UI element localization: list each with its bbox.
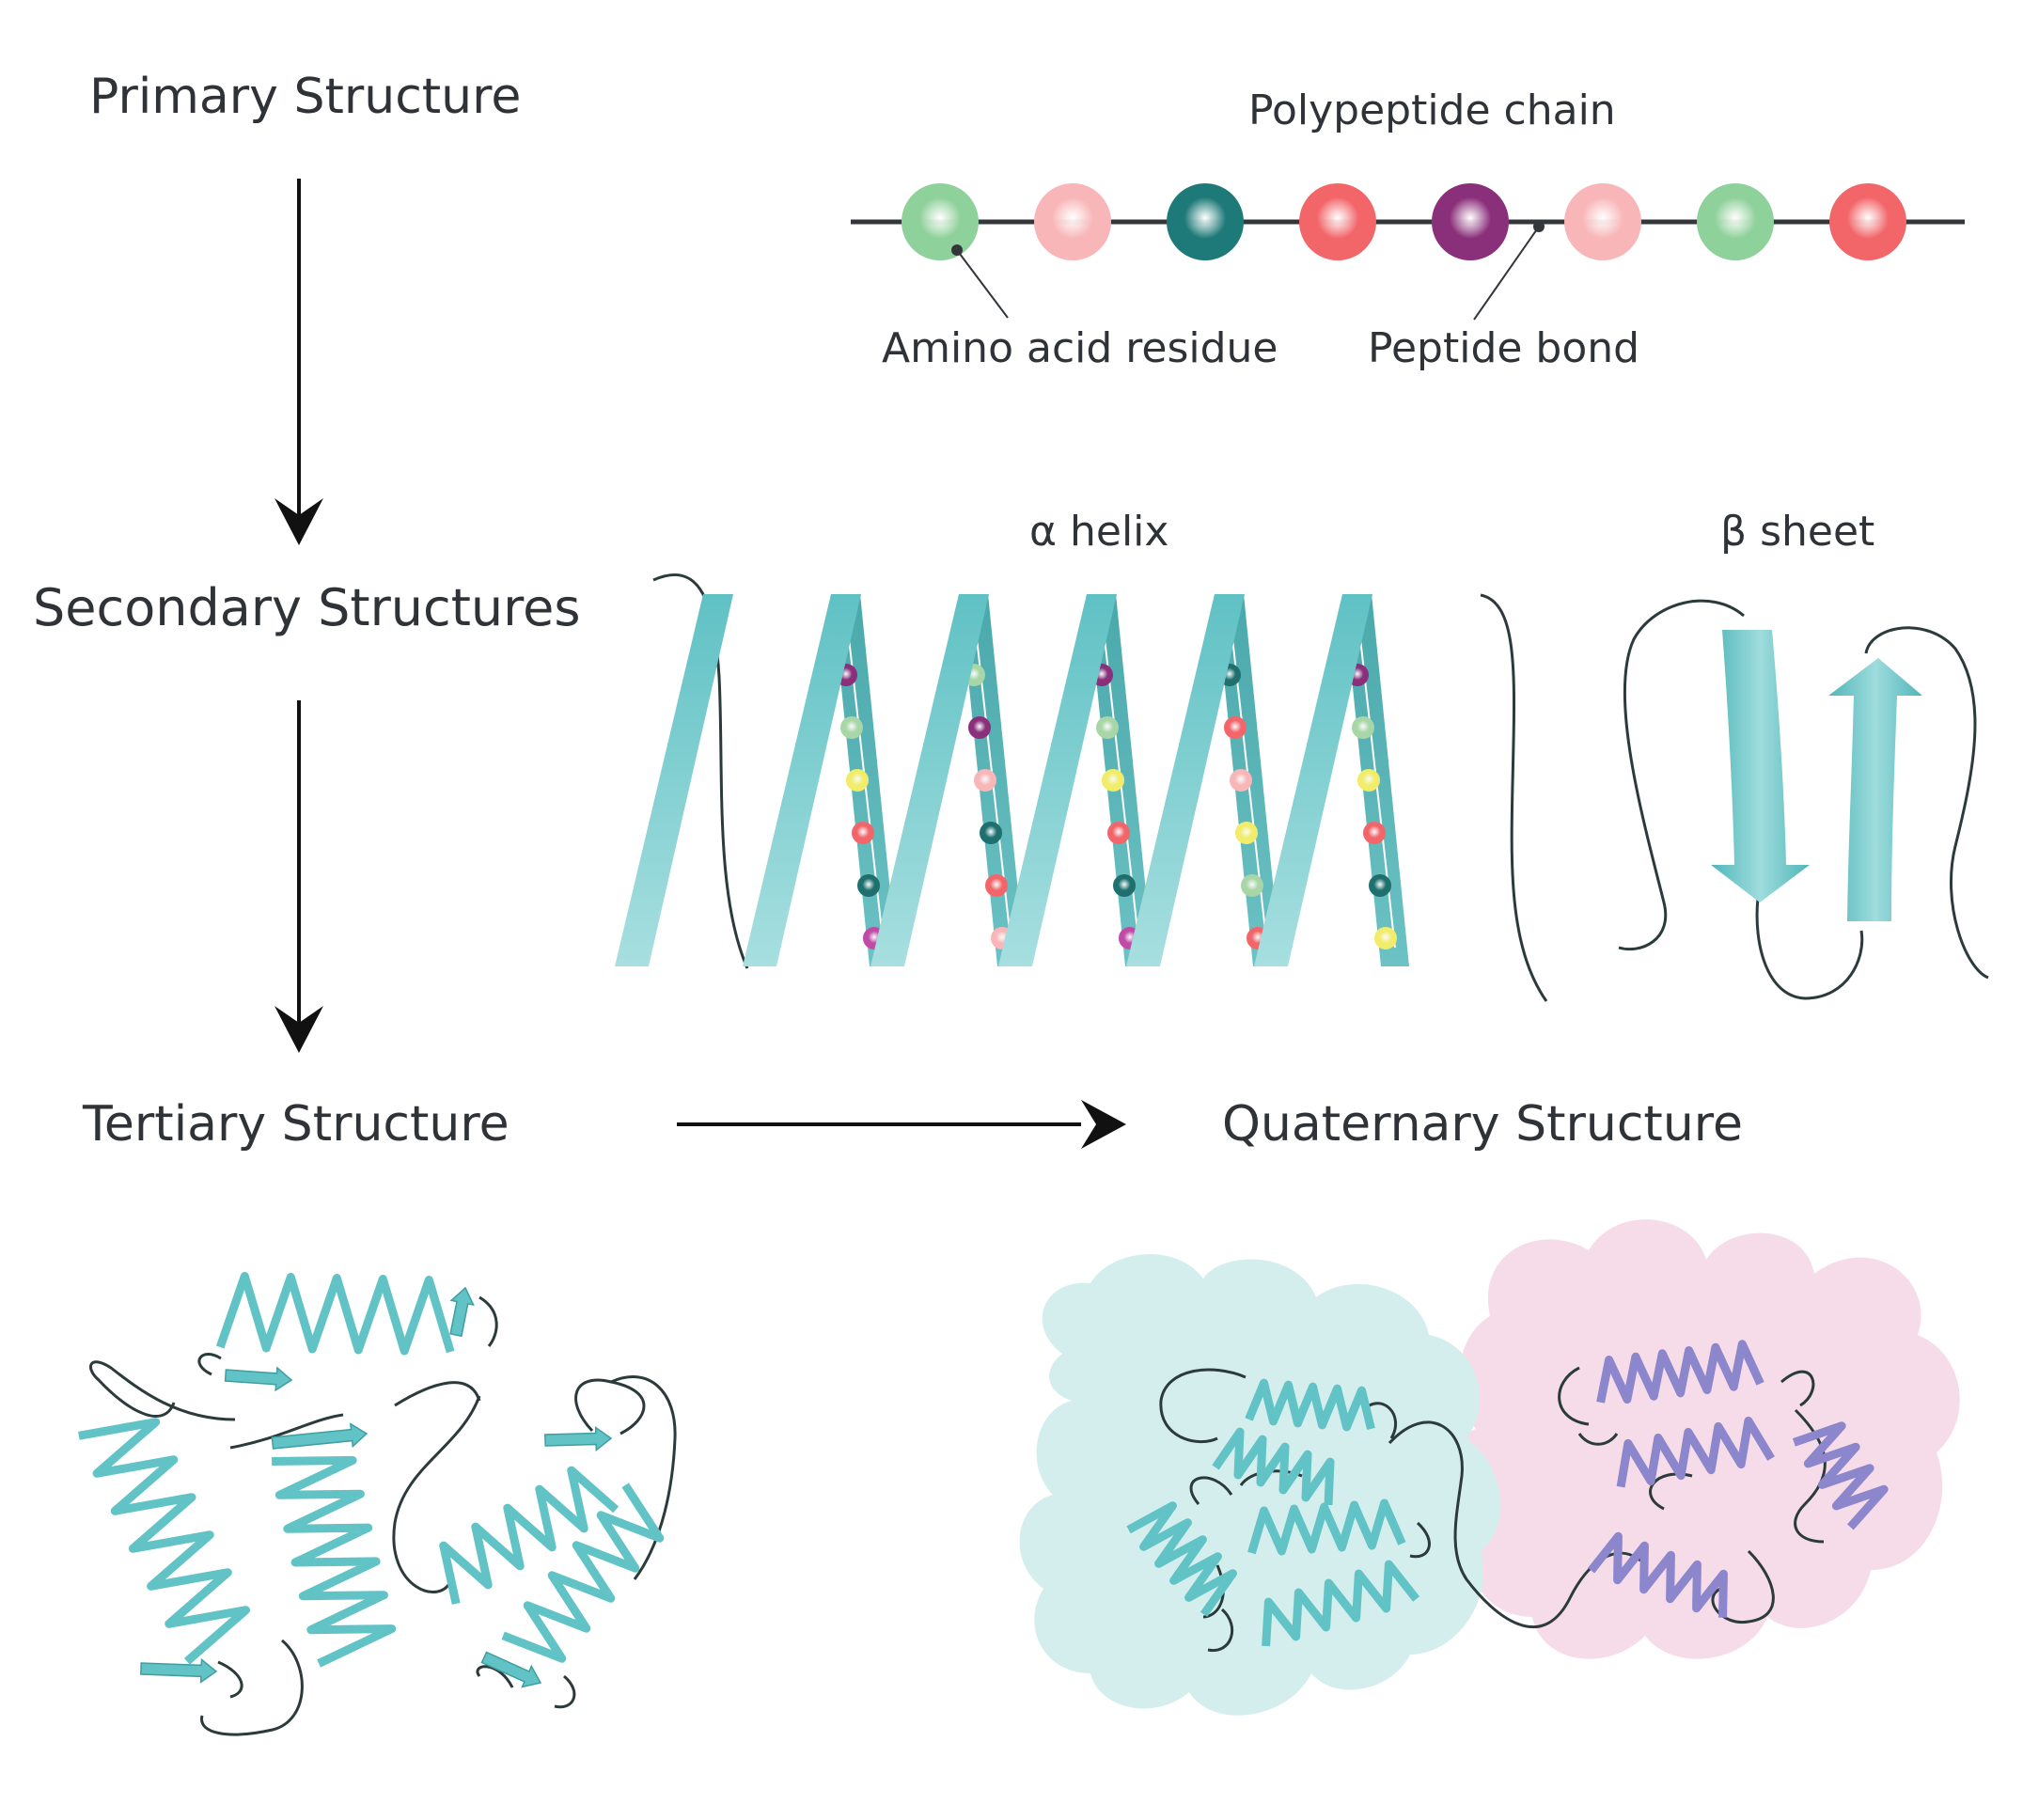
tertiary-strand xyxy=(271,1422,369,1450)
chain-residues xyxy=(902,183,1906,260)
quaternary-structure-title: Quaternary Structure xyxy=(1222,1096,1743,1153)
secondary-structures-title: Secondary Structures xyxy=(33,578,580,637)
primary-structure-title: Primary Structure xyxy=(89,69,521,125)
beta-sheet-label: β sheet xyxy=(1720,508,1874,556)
amino-acid-residue xyxy=(902,183,979,260)
tertiary-loops xyxy=(88,1295,677,1736)
subunit-a-helix xyxy=(1126,1501,1237,1617)
amino-acid-residue-label: Amino acid residue xyxy=(882,324,1278,372)
tertiary-strand xyxy=(449,1286,475,1338)
tertiary-helix xyxy=(272,1455,397,1668)
arrow-tertiary-to-quaternary-head xyxy=(1081,1100,1126,1149)
tertiary-helix xyxy=(215,1272,455,1356)
tertiary-structure xyxy=(78,1272,677,1736)
subunit-b-helix xyxy=(1792,1421,1889,1530)
amino-acid-residue xyxy=(1167,183,1244,260)
beta-strand-up xyxy=(1828,658,1922,921)
amino-acid-residue xyxy=(1564,183,1641,260)
helix-residue-bead xyxy=(852,822,874,844)
tertiary-strand xyxy=(544,1426,613,1452)
helix-front-ribbon xyxy=(870,594,989,966)
peptide-bond-label: Peptide bond xyxy=(1368,324,1639,372)
polypeptide-chain-label: Polypeptide chain xyxy=(1248,86,1616,134)
helix-front-ribbon xyxy=(1254,594,1372,966)
helix-residue-bead xyxy=(1113,874,1136,897)
helix-residue-bead xyxy=(1096,716,1119,739)
subunit-a-helix xyxy=(1247,1498,1406,1556)
helix-n-terminus-loop xyxy=(652,573,749,969)
amino-acid-residue xyxy=(1299,183,1376,260)
helix-residue-bead xyxy=(1102,769,1124,792)
subunit-a-helix xyxy=(1245,1378,1375,1432)
tertiary-strand xyxy=(224,1366,293,1392)
helix-residue-bead xyxy=(846,769,869,792)
amino-acid-residue xyxy=(1697,183,1774,260)
tertiary-structure-title: Tertiary Structure xyxy=(82,1096,510,1153)
arrow-primary-to-secondary-head xyxy=(274,498,323,545)
helix-residue-bead xyxy=(1107,822,1130,844)
tertiary-helix xyxy=(78,1418,250,1665)
subunit-b-helix xyxy=(1588,1531,1728,1618)
helix-residue-bead xyxy=(857,874,880,897)
helix-residue-bead xyxy=(980,822,1002,844)
helix-residue-bead xyxy=(1235,822,1258,844)
subunit-b-helix xyxy=(1616,1416,1775,1488)
helix-front-ribbon xyxy=(743,594,861,966)
helix-residue-bead xyxy=(1374,927,1397,949)
arrow-secondary-to-tertiary-head xyxy=(274,1006,323,1053)
peptide-bond-pointer xyxy=(1473,226,1540,321)
helix-residue-bead xyxy=(1224,716,1247,739)
alpha-helix xyxy=(615,594,1409,966)
helix-residue-bead xyxy=(985,874,1008,897)
tertiary-strand xyxy=(480,1651,542,1688)
helix-residue-bead xyxy=(840,716,863,739)
helix-residue-bead xyxy=(968,716,991,739)
alpha-helix-label: α helix xyxy=(1029,508,1168,556)
helix-front-ribbon xyxy=(1126,594,1245,966)
helix-residue-bead xyxy=(1230,769,1252,792)
helix-residue-bead xyxy=(1369,874,1391,897)
helix-front-ribbon xyxy=(615,594,733,966)
tertiary-helices xyxy=(78,1272,665,1668)
helix-residue-bead xyxy=(974,769,996,792)
amino-acid-pointer xyxy=(956,249,1009,319)
tertiary-strands xyxy=(140,1286,613,1688)
subunit-b-helix xyxy=(1596,1340,1764,1404)
quaternary-helices xyxy=(1126,1340,1889,1647)
subunit-b-blob xyxy=(1444,1219,1960,1659)
helix-residue-bead xyxy=(1363,822,1386,844)
helix-residue-bead xyxy=(1352,716,1374,739)
quaternary-structure xyxy=(1019,1219,1960,1716)
tertiary-helix xyxy=(501,1483,665,1663)
helix-residue-bead xyxy=(1241,874,1263,897)
helix-residue-bead xyxy=(1357,769,1380,792)
helix-front-ribbon xyxy=(998,594,1117,966)
amino-acid-residue xyxy=(1829,183,1906,260)
helix-c-terminus-loop xyxy=(1480,593,1548,1002)
amino-acid-residue xyxy=(1432,183,1509,260)
subunit-a-helix xyxy=(1262,1560,1420,1647)
tertiary-strand xyxy=(140,1657,218,1684)
beta-sheet-loops xyxy=(1618,599,1989,1000)
tertiary-helix xyxy=(439,1466,619,1605)
subunit-a-helix xyxy=(1212,1427,1335,1506)
beta-strand-down xyxy=(1711,630,1810,902)
amino-acid-residue xyxy=(1034,183,1111,260)
